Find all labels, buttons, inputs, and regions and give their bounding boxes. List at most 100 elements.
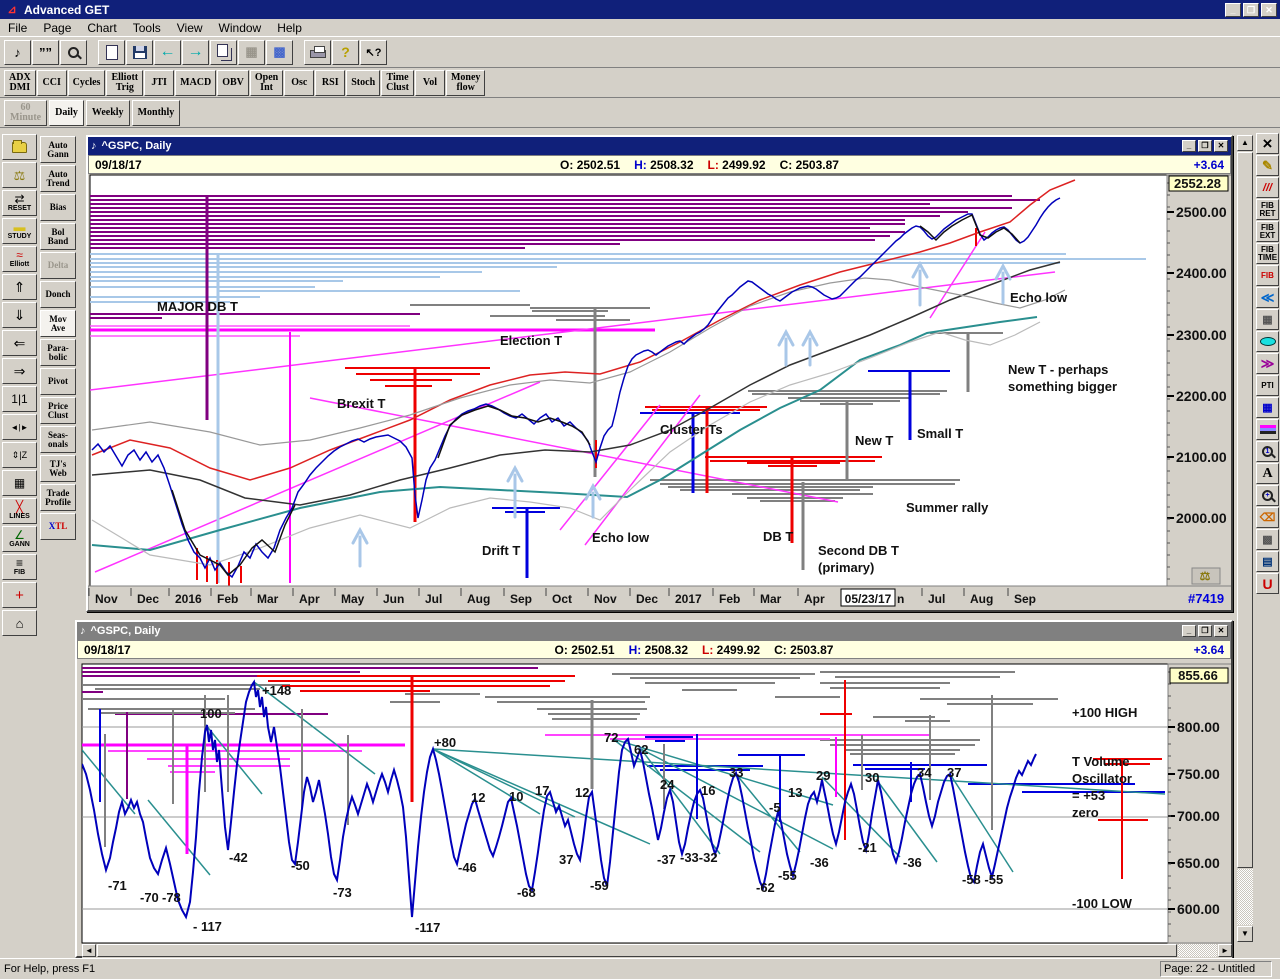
sidebar-tool-button[interactable]: 1|1 xyxy=(2,386,37,412)
scroll-up-button[interactable]: ▲ xyxy=(1237,135,1253,151)
toolbar-button[interactable]: ▦ xyxy=(238,39,265,65)
toolbar-button[interactable]: ↖? xyxy=(360,39,387,65)
sidebar-tool-button[interactable]: ▬ STUDY xyxy=(2,218,37,244)
study-button[interactable]: Vol xyxy=(414,69,445,96)
scrollbar-track[interactable] xyxy=(1178,944,1217,957)
study-button[interactable]: CCI xyxy=(36,69,67,96)
scrollbar-thumb[interactable] xyxy=(1237,152,1253,868)
timeframe-tab[interactable]: 60 Minute xyxy=(4,99,48,126)
scroll-down-button[interactable]: ▼ xyxy=(1237,926,1253,942)
sidebar-tool-button[interactable]: ∠ GANN xyxy=(2,526,37,552)
scroll-right-button[interactable]: ► xyxy=(1218,944,1232,957)
chart-maximize-button[interactable]: ❒ xyxy=(1198,140,1212,152)
timeframe-tab[interactable]: Daily xyxy=(49,99,84,126)
menu-item[interactable]: Chart xyxy=(87,20,117,35)
drawing-tool-button[interactable]: FIB xyxy=(1256,265,1279,286)
toolbar-button[interactable]: ← xyxy=(154,39,181,65)
study-button[interactable]: JTI xyxy=(144,69,175,96)
drawing-tool-button[interactable]: ▤ xyxy=(1256,551,1279,572)
sidebar-study-button[interactable]: Bias xyxy=(40,194,76,221)
menu-item[interactable]: Window xyxy=(218,20,262,35)
toolbar-button[interactable]: ▩ xyxy=(266,39,293,65)
scroll-left-button[interactable]: ◄ xyxy=(82,944,96,957)
drawing-tool-button[interactable]: FIB EXT xyxy=(1256,221,1279,242)
sidebar-study-button[interactable]: Delta xyxy=(40,252,76,279)
study-button[interactable]: Time Clust xyxy=(381,69,414,96)
drawing-tool-button[interactable]: 1 xyxy=(1256,441,1279,462)
drawing-tool-button[interactable]: + xyxy=(1256,485,1279,506)
toolbar-button[interactable] xyxy=(60,39,87,65)
sidebar-study-button[interactable]: Auto Trend xyxy=(40,165,76,192)
close-button[interactable]: ✕ xyxy=(1261,2,1277,17)
sidebar-tool-button[interactable] xyxy=(2,134,37,160)
scrollbar-thumb[interactable] xyxy=(97,944,1177,957)
sidebar-study-button[interactable]: Trade Profile xyxy=(40,484,76,511)
drawing-tool-button[interactable]: ⌫ xyxy=(1256,507,1279,528)
menu-item[interactable]: File xyxy=(8,20,28,35)
toolbar-button[interactable]: → xyxy=(182,39,209,65)
sidebar-tool-button[interactable]: ⚖ xyxy=(2,162,37,188)
drawing-tool-button[interactable]: /// xyxy=(1256,177,1279,198)
study-button[interactable]: Cycles xyxy=(67,69,106,96)
study-button[interactable]: Money flow xyxy=(445,69,486,96)
sidebar-tool-button[interactable]: ⇕|Z xyxy=(2,442,37,468)
oscillator-chart[interactable]: -71 -70 -78 - 117 100 -42 +148 -50 -73 +80 -117 -46… xyxy=(77,659,1233,944)
drawing-tool-button[interactable]: PTI xyxy=(1256,375,1279,396)
drawing-tool-button[interactable]: × xyxy=(1256,133,1279,154)
timeframe-tab[interactable]: Monthly xyxy=(131,99,181,126)
drawing-tool-button[interactable]: ▦ xyxy=(1256,309,1279,330)
chart-minimize-button[interactable]: _ xyxy=(1182,140,1196,152)
drawing-tool-button[interactable]: ≪ xyxy=(1256,287,1279,308)
study-button[interactable]: Osc xyxy=(284,69,315,96)
chart-title-bar[interactable]: ♪ ^GSPC, Daily _ ❒ ✕ xyxy=(77,622,1231,640)
sidebar-study-button[interactable]: Para- bolic xyxy=(40,339,76,366)
toolbar-button[interactable] xyxy=(98,39,125,65)
sidebar-tool-button[interactable]: ⇑ xyxy=(2,274,37,300)
sidebar-tool-button[interactable]: ▦ xyxy=(2,470,37,496)
chart-title-bar[interactable]: ♪ ^GSPC, Daily _ ❒ ✕ xyxy=(88,137,1231,155)
sidebar-tool-button[interactable]: ≡ FIB xyxy=(2,554,37,580)
sidebar-study-button[interactable]: Mov Ave xyxy=(40,310,76,337)
drawing-tool-button[interactable]: ✎ xyxy=(1256,155,1279,176)
study-button[interactable]: MACD xyxy=(175,69,217,96)
study-button[interactable]: OBV xyxy=(217,69,249,96)
chart-maximize-button[interactable]: ❒ xyxy=(1198,625,1212,637)
study-button[interactable]: Elliott Trig xyxy=(106,69,144,96)
menu-item[interactable]: Page xyxy=(43,20,72,35)
sidebar-study-button[interactable]: Pivot xyxy=(40,368,76,395)
sidebar-study-button[interactable]: Auto Gann xyxy=(40,136,76,163)
menu-item[interactable]: Help xyxy=(277,20,302,35)
drawing-tool-button[interactable]: ▩ xyxy=(1256,529,1279,550)
sidebar-tool-button[interactable]: + xyxy=(2,582,37,608)
sidebar-tool-button[interactable]: ╳ LINES xyxy=(2,498,37,524)
drawing-tool-button[interactable] xyxy=(1256,331,1279,352)
drawing-tool-button[interactable]: ▦ xyxy=(1256,397,1279,418)
toolbar-button[interactable]: ? xyxy=(332,39,359,65)
sidebar-tool-button[interactable]: ⇐ xyxy=(2,330,37,356)
menu-item[interactable]: Tools xyxy=(132,20,161,35)
toolbar-button[interactable] xyxy=(210,39,237,65)
chart-close-button[interactable]: ✕ xyxy=(1214,140,1228,152)
sidebar-study-button[interactable]: Seas- onals xyxy=(40,426,76,453)
vertical-scrollbar[interactable]: ▲ ▼ xyxy=(1237,135,1254,953)
chart-close-button[interactable]: ✕ xyxy=(1214,625,1228,637)
sidebar-study-button[interactable]: TJ's Web xyxy=(40,455,76,482)
study-button[interactable]: RSI xyxy=(315,69,346,96)
sidebar-study-button[interactable]: Donch xyxy=(40,281,76,308)
study-button[interactable]: Open Int xyxy=(249,69,284,96)
chart-minimize-button[interactable]: _ xyxy=(1182,625,1196,637)
sidebar-tool-button[interactable]: ⇓ xyxy=(2,302,37,328)
drawing-tool-button[interactable]: FIB RET xyxy=(1256,199,1279,220)
toolbar-button[interactable]: ♪ xyxy=(4,39,31,65)
toolbar-button[interactable]: ”” xyxy=(32,39,59,65)
scrollbar-track[interactable] xyxy=(1237,869,1253,925)
drawing-tool-button[interactable] xyxy=(1256,419,1279,440)
toolbar-button[interactable] xyxy=(304,39,331,65)
study-button[interactable]: Stoch xyxy=(346,69,381,96)
timeframe-tab[interactable]: Weekly xyxy=(85,99,130,126)
toolbar-button[interactable] xyxy=(126,39,153,65)
drawing-tool-button[interactable]: ≫ xyxy=(1256,353,1279,374)
study-button[interactable]: ADX DMI xyxy=(4,69,36,96)
restore-button[interactable]: ❐ xyxy=(1243,2,1259,17)
drawing-tool-button[interactable]: A xyxy=(1256,463,1279,484)
